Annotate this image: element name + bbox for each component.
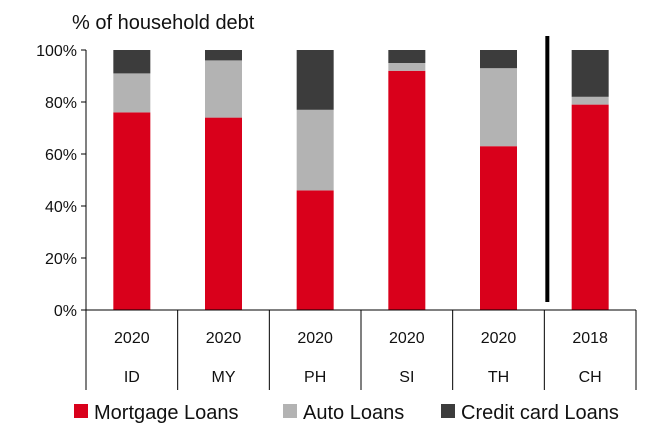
bar-th-mortgage-loans	[480, 146, 517, 310]
bar-ch-credit-card-loans	[571, 50, 609, 97]
bar-si-auto-loans	[388, 63, 426, 71]
y-axis: 0% 20% 40% 60% 80% 100%	[36, 43, 87, 320]
legend-swatch-credit-card-loans	[441, 404, 455, 418]
x-year-label: 2020	[297, 330, 333, 347]
bar-my-credit-card-loans	[205, 50, 242, 61]
x-category-label: TH	[488, 369, 509, 386]
x-year-label: 2018	[572, 330, 608, 347]
bar-my-auto-loans	[205, 60, 242, 118]
x-category-label: MY	[212, 369, 236, 386]
y-tick-label: 0%	[54, 303, 77, 320]
x-category-label: ID	[124, 369, 140, 386]
bar-si-credit-card-loans	[388, 50, 426, 63]
legend-swatch-auto-loans	[283, 404, 297, 418]
bar-th-auto-loans	[480, 68, 517, 147]
legend-label-credit-card-loans: Credit card Loans	[461, 402, 619, 424]
y-tick-label: 80%	[45, 95, 77, 112]
y-tick-label: 100%	[36, 43, 77, 60]
chart-title: % of household debt	[72, 12, 255, 34]
bar-si-mortgage-loans	[388, 70, 426, 310]
legend-label-auto-loans: Auto Loans	[303, 402, 404, 424]
bar-th-credit-card-loans	[480, 50, 517, 69]
y-tick-label: 40%	[45, 199, 77, 216]
bar-ch-mortgage-loans	[571, 104, 609, 310]
x-axis: 2020 ID 2020 MY 2020 PH 2020 SI 2020 TH 2018 CH	[85, 309, 637, 390]
y-tick-label: 60%	[45, 147, 77, 164]
x-year-label: 2020	[481, 330, 517, 347]
bars-group	[113, 36, 609, 311]
bar-ch-auto-loans	[571, 96, 609, 105]
bar-id-mortgage-loans	[113, 112, 151, 311]
bar-ph-mortgage-loans	[296, 190, 334, 310]
x-category-label: CH	[579, 369, 602, 386]
legend: Mortgage Loans Auto Loans Credit card Loan…	[74, 402, 619, 424]
x-category-label: PH	[304, 369, 326, 386]
bar-ph-auto-loans	[296, 109, 334, 191]
x-year-label: 2020	[389, 330, 425, 347]
legend-swatch-mortgage-loans	[74, 404, 88, 418]
x-year-label: 2020	[206, 330, 242, 347]
bar-my-mortgage-loans	[205, 117, 242, 310]
bar-id-auto-loans	[113, 73, 151, 113]
x-year-label: 2020	[114, 330, 150, 347]
bar-id-credit-card-loans	[113, 50, 151, 74]
y-tick-label: 20%	[45, 251, 77, 268]
x-category-label: SI	[399, 369, 414, 386]
legend-label-mortgage-loans: Mortgage Loans	[94, 402, 239, 424]
bar-ph-credit-card-loans	[296, 50, 334, 110]
